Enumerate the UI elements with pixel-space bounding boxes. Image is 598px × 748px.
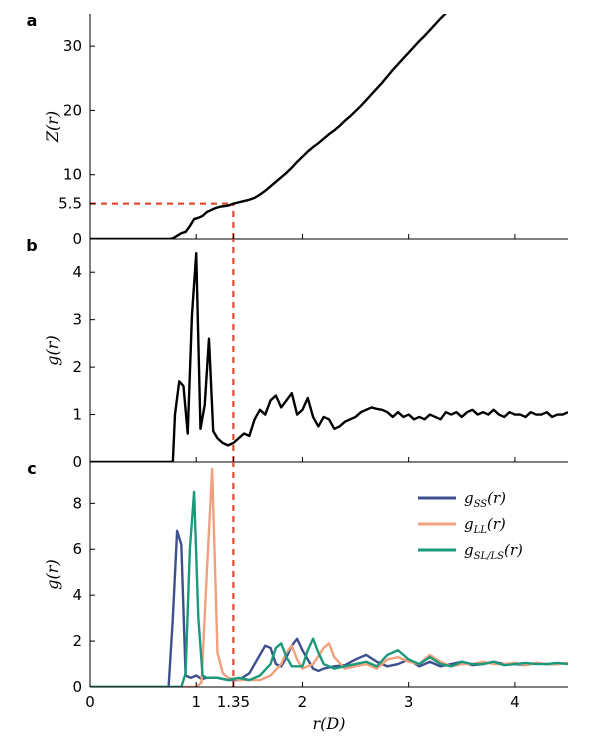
x-tick-label: 4 <box>510 693 520 711</box>
panel-a: 0 5.5 10 20 30 Z(r) a <box>27 11 568 248</box>
x-axis-label: r(D) <box>313 714 346 733</box>
y-tick-label: 30 <box>63 37 82 55</box>
legend-label: gLL(r) <box>464 515 506 536</box>
x-tick-label: 2 <box>298 693 308 711</box>
y-tick-label: 1 <box>72 406 82 424</box>
panel-letter: b <box>26 236 37 255</box>
y-tick-label: 2 <box>72 632 82 650</box>
legend-label: gSL/LS(r) <box>464 541 523 562</box>
y-tick-label: 4 <box>72 586 82 604</box>
x-tick-label: 0 <box>85 693 95 711</box>
panel-letter: c <box>27 459 36 478</box>
y-tick-label: 20 <box>63 101 82 119</box>
y-tick-label: 6 <box>72 540 82 558</box>
y-tick-label: 0 <box>72 453 82 471</box>
y-axis-label: Z(r) <box>43 111 62 143</box>
y-axis-label: g(r) <box>43 335 62 365</box>
y-tick-label: 0 <box>72 230 82 248</box>
y-tick-label: 8 <box>72 494 82 512</box>
x-tick-label: 1 <box>191 693 201 711</box>
panel-c: 0 2 4 6 8 0 1 1.35 2 3 4 g(r) r(D) c gSS(r) gLL(r) gSL/L… <box>27 459 568 733</box>
y-tick-label: 0 <box>72 678 82 696</box>
y-tick-label: 4 <box>72 263 82 281</box>
panel-letter: a <box>27 11 38 30</box>
y-tick-label: 2 <box>72 358 82 376</box>
y-tick-label: 10 <box>63 166 82 184</box>
series-line-ll <box>90 467 568 687</box>
x-tick-label: 1.35 <box>217 693 250 711</box>
series-line-0 <box>90 252 568 462</box>
panel-b: 0 1 2 3 4 g(r) b <box>26 236 568 471</box>
legend-label: gSS(r) <box>464 489 506 510</box>
y-tick-label: 5.5 <box>58 195 82 213</box>
y-tick-label: 3 <box>72 311 82 329</box>
series-line-sl-ls <box>90 490 568 687</box>
y-axis-label: g(r) <box>43 559 62 589</box>
series-line-0 <box>90 14 447 239</box>
x-tick-label: 3 <box>404 693 414 711</box>
